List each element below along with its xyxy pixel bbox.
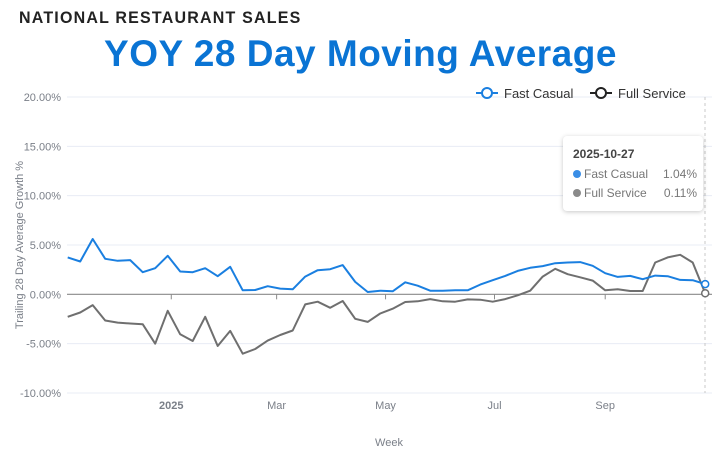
legend-label-full-service[interactable]: Full Service bbox=[618, 86, 686, 101]
tooltip-value: 0.11% bbox=[663, 186, 697, 200]
x-tick-label: 2025 bbox=[159, 400, 183, 412]
chart-title: YOY 28 Day Moving Average bbox=[104, 33, 617, 74]
tooltip-row-full-service: Full Service 0.11% bbox=[573, 186, 697, 200]
legend-label-fast-casual[interactable]: Fast Casual bbox=[504, 86, 573, 101]
y-tick-label: -5.00% bbox=[26, 339, 61, 351]
fast-casual-legend-marker-icon bbox=[481, 87, 493, 99]
tooltip: 2025-10-27 Fast Casual 1.04% Full Service… bbox=[563, 136, 703, 211]
fast-casual-hover-marker bbox=[700, 279, 710, 289]
x-tick-label: May bbox=[375, 400, 396, 412]
tooltip-series-name: Fast Casual bbox=[584, 167, 649, 181]
tooltip-date: 2025-10-27 bbox=[573, 147, 635, 161]
tooltip-series-name: Full Service bbox=[584, 186, 647, 200]
fast-casual-line bbox=[67, 238, 706, 293]
y-tick-label: 10.00% bbox=[24, 191, 62, 203]
kicker-heading: NATIONAL RESTAURANT SALES bbox=[19, 9, 302, 28]
full-service-dot-icon bbox=[573, 189, 581, 197]
y-tick-label: 15.00% bbox=[24, 141, 62, 153]
fast-casual-dot-icon bbox=[573, 170, 581, 178]
x-tick-label: Jul bbox=[487, 400, 501, 412]
y-axis-label: Trailing 28 Day Average Growth % bbox=[14, 161, 26, 329]
y-tick-label: 0.00% bbox=[30, 289, 61, 301]
full-service-hover-marker bbox=[700, 288, 710, 298]
tooltip-value: 1.04% bbox=[662, 167, 697, 181]
y-tick-label: 5.00% bbox=[30, 240, 61, 252]
tooltip-row-fast-casual: Fast Casual 1.04% bbox=[573, 167, 697, 181]
x-tick-label: Mar bbox=[267, 400, 286, 412]
full-service-legend-marker-icon bbox=[595, 87, 607, 99]
y-tick-label: -10.00% bbox=[20, 388, 61, 400]
x-tick-label: Sep bbox=[595, 400, 615, 412]
y-tick-label: 20.00% bbox=[24, 92, 62, 104]
x-axis-label: Week bbox=[375, 437, 403, 449]
full-service-line bbox=[67, 253, 707, 355]
